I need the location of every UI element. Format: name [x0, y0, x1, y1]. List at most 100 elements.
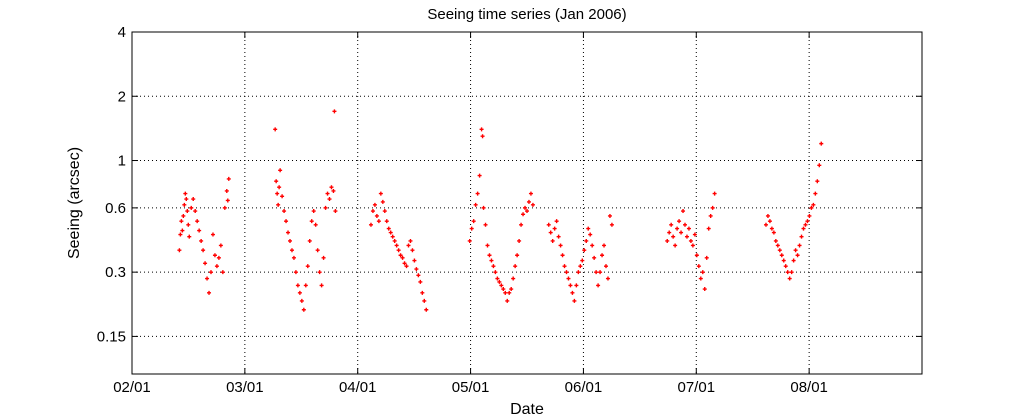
data-point: [323, 205, 328, 210]
data-point: [370, 209, 375, 214]
data-point: [193, 209, 198, 214]
data-point: [480, 134, 485, 139]
data-point: [592, 255, 597, 260]
data-point: [493, 270, 498, 275]
data-point: [507, 290, 512, 295]
data-point: [526, 199, 531, 204]
data-point: [785, 270, 790, 275]
data-point: [187, 234, 192, 239]
data-point: [803, 222, 808, 227]
data-point: [307, 238, 312, 243]
data-point: [690, 243, 695, 248]
data-point: [604, 264, 608, 269]
data-point: [273, 127, 278, 132]
data-point: [667, 230, 672, 235]
data-point: [805, 219, 810, 224]
data-point: [319, 283, 324, 288]
data-point: [797, 243, 802, 248]
data-point: [554, 219, 559, 224]
data-point: [382, 209, 387, 214]
data-point: [517, 238, 522, 243]
data-point: [572, 298, 577, 303]
data-point: [602, 243, 607, 248]
data-point: [212, 253, 217, 258]
data-point: [489, 258, 494, 263]
data-point: [331, 188, 336, 193]
data-point: [580, 258, 585, 263]
data-point: [791, 258, 796, 263]
data-point: [278, 168, 283, 173]
data-point: [763, 222, 768, 227]
data-point: [177, 248, 182, 253]
chart-title: Seeing time series (Jan 2006): [427, 6, 626, 23]
plot-frame: [131, 31, 923, 375]
data-point: [548, 230, 553, 235]
data-point: [669, 222, 674, 227]
data-point: [374, 213, 379, 218]
data-point: [594, 270, 599, 275]
y-tick-label: 1: [118, 153, 126, 170]
data-point: [301, 307, 306, 312]
data-point: [189, 205, 194, 210]
data-point: [578, 264, 583, 269]
x-tick-label: 08/01: [790, 379, 828, 396]
data-point: [582, 248, 587, 253]
data-point: [220, 270, 225, 275]
data-point: [311, 209, 316, 214]
data-point: [274, 179, 279, 184]
data-point: [497, 279, 502, 284]
data-point: [686, 226, 691, 231]
data-point: [197, 228, 202, 233]
data-point: [675, 226, 680, 231]
data-point: [487, 253, 492, 258]
data-point: [525, 209, 529, 214]
y-tick-label: 0.6: [105, 200, 126, 217]
y-axis-label: Seeing (arcsec): [66, 147, 83, 259]
data-point: [325, 191, 330, 196]
data-point: [700, 270, 705, 275]
data-point: [679, 230, 684, 235]
data-point: [607, 213, 612, 218]
data-point: [406, 243, 411, 248]
data-point: [210, 232, 215, 237]
data-point: [286, 230, 291, 235]
data-point: [596, 283, 601, 288]
data-point: [528, 191, 533, 196]
data-point: [309, 219, 314, 224]
data-point: [815, 179, 820, 184]
data-point: [303, 283, 308, 288]
data-point: [225, 198, 230, 203]
x-tick-label: 05/01: [452, 379, 490, 396]
y-tick-label: 4: [118, 24, 126, 41]
data-point: [609, 222, 614, 227]
data-point: [799, 234, 804, 239]
data-point: [710, 205, 715, 210]
x-tick-label: 07/01: [678, 379, 716, 396]
data-point: [576, 270, 581, 275]
data-point: [424, 307, 429, 312]
data-point: [523, 205, 528, 210]
y-axis-ticks: 0.15 0.3 0.6 1 2 4: [97, 24, 922, 345]
data-point: [501, 287, 506, 292]
data-point: [769, 226, 774, 231]
data-point: [765, 213, 770, 218]
data-point: [305, 264, 310, 269]
data-point: [811, 202, 816, 207]
data-point: [295, 283, 300, 288]
x-tick-label: 02/01: [113, 379, 151, 396]
data-point: [388, 230, 393, 235]
data-point: [530, 202, 535, 207]
data-point: [477, 173, 482, 178]
data-point: [218, 243, 223, 248]
data-point: [313, 222, 318, 227]
data-point: [182, 202, 187, 207]
data-point: [673, 243, 678, 248]
data-point: [694, 253, 699, 258]
data-point: [203, 261, 208, 266]
data-point: [293, 270, 298, 275]
data-point: [813, 191, 818, 196]
data-point: [394, 243, 399, 248]
data-point: [317, 270, 322, 275]
data-point: [368, 222, 373, 227]
